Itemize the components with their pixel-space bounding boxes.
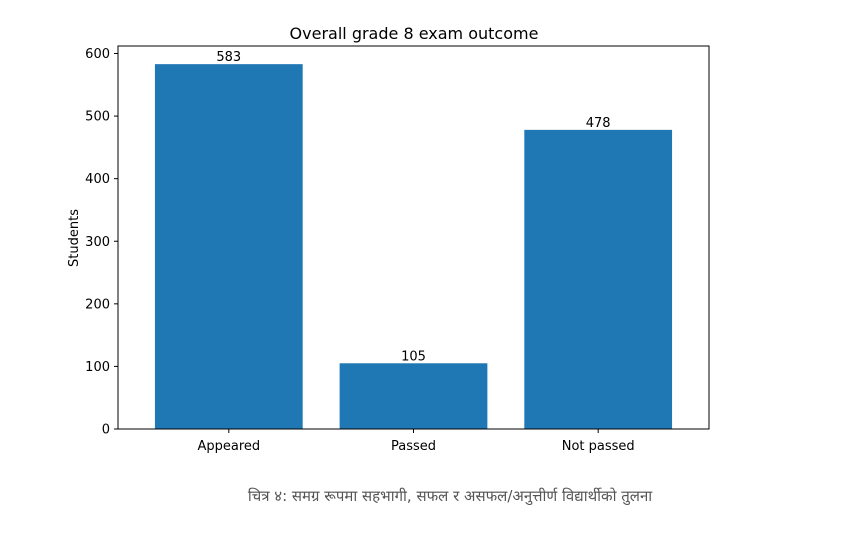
y-tick-label: 400 — [85, 172, 110, 187]
bar-passed — [339, 363, 488, 429]
y-tick-label: 0 — [102, 423, 110, 438]
y-tick-label: 100 — [85, 360, 110, 375]
data-label: 105 — [401, 349, 426, 364]
data-label: 478 — [586, 116, 611, 131]
figure-caption: चित्र ४: समग्र रूपमा सहभागी, सफल र असफल/… — [247, 487, 653, 505]
plot-frame — [117, 45, 710, 430]
y-tick-label: 600 — [85, 47, 110, 62]
x-tick-label: Passed — [391, 439, 436, 454]
bars-layer — [154, 64, 673, 430]
y-axis-label: Students — [67, 209, 82, 267]
y-tick-label: 200 — [85, 297, 110, 312]
x-tick-label: Not passed — [562, 439, 635, 454]
y-tick-label: 300 — [85, 235, 110, 250]
x-tick-label: Appeared — [197, 439, 260, 454]
x-axis-ticks: Appeared Passed Not passed — [197, 429, 635, 454]
data-labels-layer: 583 105 478 — [216, 50, 610, 364]
y-tick-label: 500 — [85, 110, 110, 125]
y-axis-ticks: 0 100 200 300 400 500 600 — [85, 47, 118, 438]
chart-title: Overall grade 8 exam outcome — [290, 24, 539, 43]
bar-appeared — [154, 64, 303, 430]
bar-not-passed — [524, 129, 673, 429]
data-label: 583 — [216, 50, 241, 65]
